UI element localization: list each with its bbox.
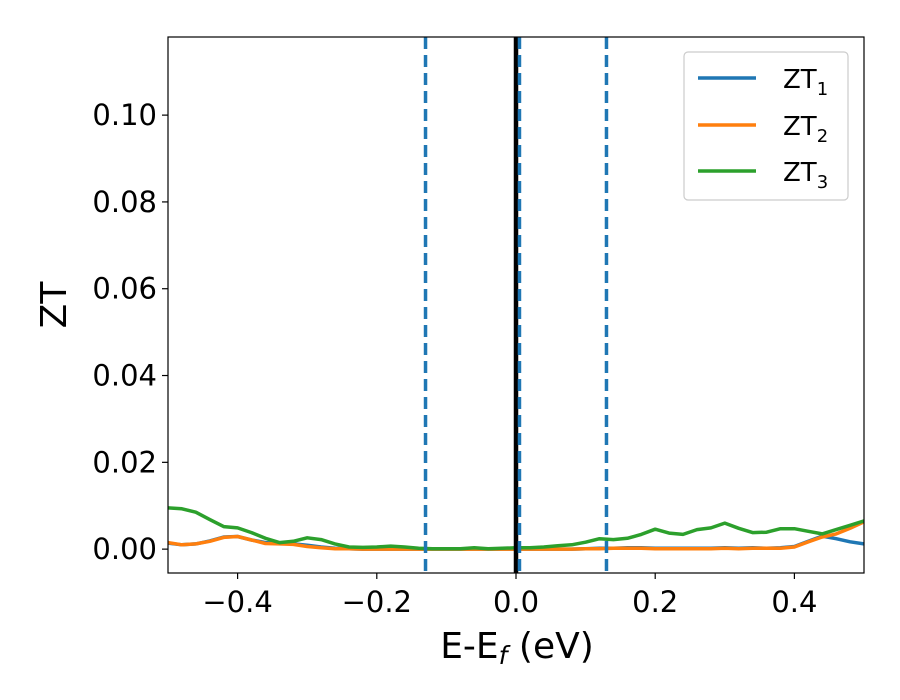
y-tick-label: 0.06: [92, 272, 157, 306]
legend-label-subscript: 3: [817, 172, 828, 193]
legend-label-zt1: ZT1: [783, 65, 828, 100]
legend-label-zt3: ZT3: [783, 158, 828, 193]
y-axis: 0.00 0.02 0.04 0.06 0.08 0.10: [92, 98, 168, 566]
x-tick-label: 0.2: [632, 585, 678, 619]
x-axis-title: E-Ef (eV): [440, 626, 594, 670]
y-tick-label: 0.04: [92, 359, 157, 393]
legend-label-subscript: 2: [817, 126, 828, 147]
x-tick-label: −0.4: [202, 585, 272, 619]
y-axis-title: ZT: [34, 281, 75, 329]
y-tick-label: 0.02: [92, 445, 157, 479]
legend-label-main: ZT: [783, 65, 817, 95]
legend-item: ZT2: [698, 112, 828, 147]
legend-item: ZT1: [698, 65, 828, 100]
x-axis-title-unit: (eV): [507, 626, 593, 667]
x-tick-label: 0.0: [493, 585, 539, 619]
legend-label-zt2: ZT2: [783, 112, 828, 147]
x-axis: −0.4 −0.2 0.0 0.2 0.4: [202, 573, 817, 619]
legend-label-main: ZT: [783, 112, 817, 142]
x-tick-label: 0.4: [771, 585, 817, 619]
x-tick-label: −0.2: [342, 585, 412, 619]
legend-item: ZT3: [698, 158, 828, 193]
y-tick-label: 0.08: [92, 185, 157, 219]
x-axis-title-main: E-E: [440, 626, 498, 667]
y-tick-label: 0.10: [92, 98, 157, 132]
legend-label-subscript: 1: [817, 79, 828, 100]
plot-area: [168, 37, 864, 573]
legend: ZT1 ZT2 ZT3: [683, 51, 849, 201]
legend-label-main: ZT: [783, 158, 817, 188]
legend-box: [683, 51, 849, 201]
y-tick-label: 0.00: [92, 532, 157, 566]
